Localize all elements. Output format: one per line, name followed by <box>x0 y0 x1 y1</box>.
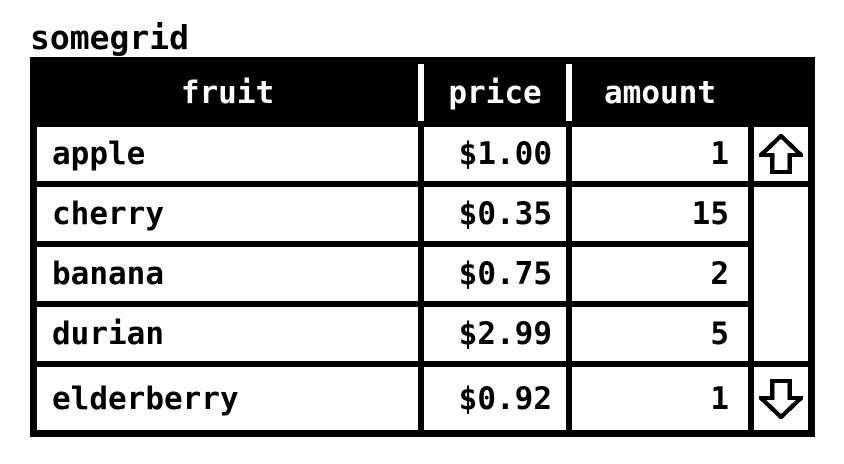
header-separator <box>418 64 424 121</box>
cell-fruit[interactable]: cherry <box>37 187 418 241</box>
cell-fruit[interactable]: apple <box>37 127 418 181</box>
header-separator <box>566 64 572 121</box>
cell-fruit[interactable]: elderberry <box>37 367 418 430</box>
cell-amount[interactable]: 5 <box>572 307 748 361</box>
cell-price[interactable]: $0.75 <box>424 247 566 301</box>
cell-amount[interactable]: 1 <box>572 367 748 430</box>
cell-amount[interactable]: 2 <box>572 247 748 301</box>
down-arrow-icon <box>759 378 803 419</box>
cell-amount[interactable]: 15 <box>572 187 748 241</box>
cell-price[interactable]: $0.35 <box>424 187 566 241</box>
scroll-up-button[interactable] <box>754 127 808 181</box>
somegrid-table: fruit price amount apple $1.00 1 cherry … <box>30 57 815 437</box>
scroll-down-button[interactable] <box>754 367 808 430</box>
cell-amount[interactable]: 1 <box>572 127 748 181</box>
cell-fruit[interactable]: durian <box>37 307 418 361</box>
cell-fruit[interactable]: banana <box>37 247 418 301</box>
cell-price[interactable]: $0.92 <box>424 367 566 430</box>
column-header-amount[interactable]: amount <box>604 74 716 111</box>
column-header-price[interactable]: price <box>448 74 542 111</box>
cell-price[interactable]: $2.99 <box>424 307 566 361</box>
scrollbar-track[interactable] <box>754 187 808 361</box>
up-arrow-icon <box>759 134 803 174</box>
table-header-row: fruit price amount <box>37 64 808 121</box>
grid-title: somegrid <box>30 18 189 57</box>
header-scrollbar-spacer <box>748 64 808 121</box>
cell-price[interactable]: $1.00 <box>424 127 566 181</box>
column-header-fruit[interactable]: fruit <box>180 74 275 111</box>
